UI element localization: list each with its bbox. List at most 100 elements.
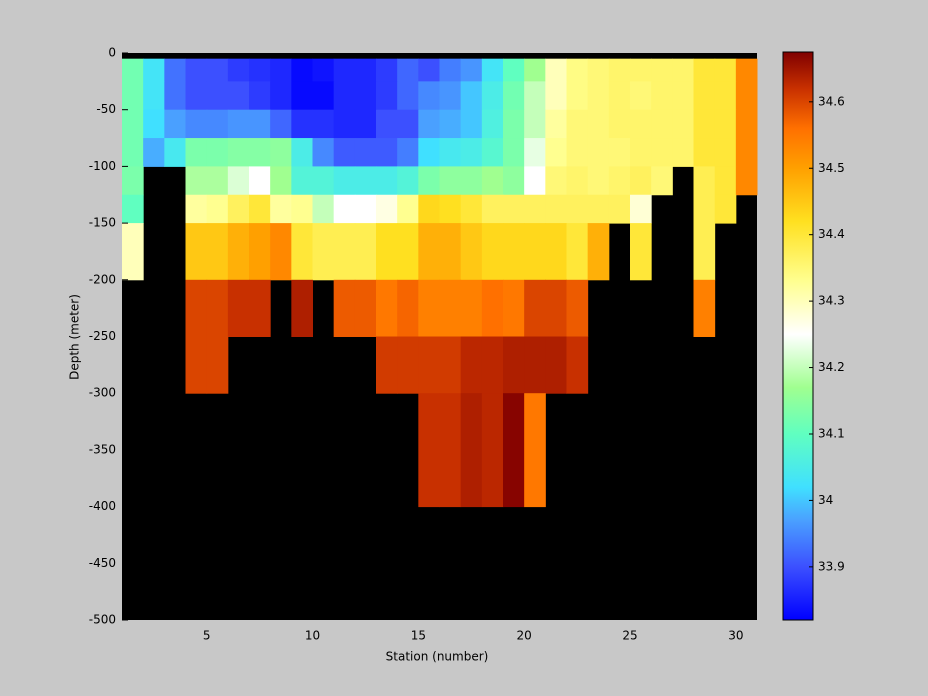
heat-cell bbox=[122, 166, 144, 196]
heat-cell bbox=[481, 81, 504, 111]
heat-cell bbox=[630, 58, 652, 82]
heat-cell bbox=[291, 194, 313, 224]
heat-cell bbox=[651, 81, 673, 111]
heat-cell bbox=[460, 194, 483, 224]
heat-cell bbox=[566, 138, 589, 167]
heat-cell bbox=[397, 166, 419, 196]
heat-cell bbox=[524, 58, 546, 82]
heat-cell bbox=[566, 81, 589, 111]
heat-cell bbox=[227, 138, 250, 167]
heat-cell bbox=[291, 58, 313, 82]
heat-cell bbox=[270, 58, 292, 82]
heat-cell bbox=[206, 81, 229, 111]
heat-cell bbox=[143, 58, 165, 82]
heat-cell bbox=[439, 336, 462, 394]
heat-cell bbox=[481, 194, 504, 224]
heat-cell bbox=[354, 138, 377, 167]
heat-cell bbox=[608, 109, 631, 139]
heat-cell bbox=[354, 194, 377, 224]
heat-cell bbox=[524, 336, 546, 394]
heat-cell bbox=[566, 336, 589, 394]
heat-cell bbox=[714, 58, 737, 82]
heat-cell bbox=[651, 109, 673, 139]
heat-cell bbox=[227, 223, 250, 281]
heat-cell bbox=[693, 58, 716, 82]
heat-cell bbox=[185, 109, 208, 139]
heat-cell bbox=[460, 336, 483, 394]
heat-cell bbox=[460, 166, 483, 196]
heat-cell bbox=[249, 223, 271, 281]
heat-cell bbox=[249, 58, 271, 82]
heat-cell bbox=[714, 81, 737, 111]
heat-cell bbox=[439, 138, 462, 167]
heat-cell bbox=[312, 166, 335, 196]
heat-cell bbox=[481, 166, 504, 196]
heat-cell bbox=[693, 279, 716, 337]
heat-cell bbox=[185, 279, 208, 337]
heat-cell bbox=[503, 223, 525, 281]
heat-cell bbox=[545, 166, 567, 196]
heat-cell bbox=[270, 166, 292, 196]
heat-cell bbox=[397, 109, 419, 139]
heat-cell bbox=[630, 223, 652, 281]
heat-cell bbox=[397, 58, 419, 82]
heat-cell bbox=[249, 81, 271, 111]
heat-cell bbox=[143, 81, 165, 111]
heat-cell bbox=[630, 109, 652, 139]
heat-cell bbox=[270, 138, 292, 167]
y-tick-label: -500 bbox=[89, 613, 116, 627]
heat-cell bbox=[503, 109, 525, 139]
heat-cell bbox=[460, 81, 483, 111]
colorbar-tick-label: 34.5 bbox=[818, 161, 845, 175]
heat-cell bbox=[397, 138, 419, 167]
heat-cell bbox=[735, 58, 758, 82]
heat-cell bbox=[122, 109, 144, 139]
heat-cell bbox=[376, 279, 398, 337]
heat-cell bbox=[630, 138, 652, 167]
heat-cell bbox=[164, 81, 186, 111]
heat-cell bbox=[312, 194, 335, 224]
heat-cell bbox=[376, 336, 398, 394]
heat-cell bbox=[376, 223, 398, 281]
heat-cell bbox=[439, 58, 462, 82]
heat-cell bbox=[672, 58, 694, 82]
heat-cell bbox=[545, 336, 567, 394]
x-tick-label: 10 bbox=[305, 629, 320, 643]
heat-cell bbox=[291, 166, 313, 196]
heat-cell bbox=[545, 223, 567, 281]
heat-cell bbox=[206, 194, 229, 224]
colorbar-tick-label: 34.2 bbox=[818, 360, 845, 374]
heat-cell bbox=[270, 81, 292, 111]
heat-cell bbox=[481, 58, 504, 82]
heat-cell bbox=[185, 138, 208, 167]
heat-cell bbox=[206, 109, 229, 139]
heat-cell bbox=[206, 166, 229, 196]
heat-cell bbox=[122, 223, 144, 281]
colorbar-tick-label: 34 bbox=[818, 493, 833, 507]
heat-cell bbox=[503, 336, 525, 394]
heat-cell bbox=[587, 166, 610, 196]
heat-cell bbox=[333, 279, 356, 337]
heat-cell bbox=[227, 109, 250, 139]
heat-cell bbox=[333, 138, 356, 167]
heat-cell bbox=[693, 166, 716, 196]
heat-cell bbox=[185, 58, 208, 82]
heat-cell bbox=[291, 81, 313, 111]
heat-cell bbox=[354, 166, 377, 196]
heat-cell bbox=[185, 336, 208, 394]
heat-cell bbox=[460, 279, 483, 337]
heat-cell bbox=[312, 81, 335, 111]
heat-cell bbox=[693, 223, 716, 281]
heat-cell bbox=[693, 194, 716, 224]
heat-cell bbox=[312, 138, 335, 167]
heat-cell bbox=[206, 138, 229, 167]
heat-cell bbox=[587, 223, 610, 281]
heat-cell bbox=[333, 81, 356, 111]
heat-cell bbox=[693, 138, 716, 167]
y-tick-label: -350 bbox=[89, 442, 116, 456]
heat-cell bbox=[566, 194, 589, 224]
y-tick-label: -50 bbox=[96, 102, 116, 116]
heat-cell bbox=[354, 223, 377, 281]
heat-cell bbox=[227, 194, 250, 224]
